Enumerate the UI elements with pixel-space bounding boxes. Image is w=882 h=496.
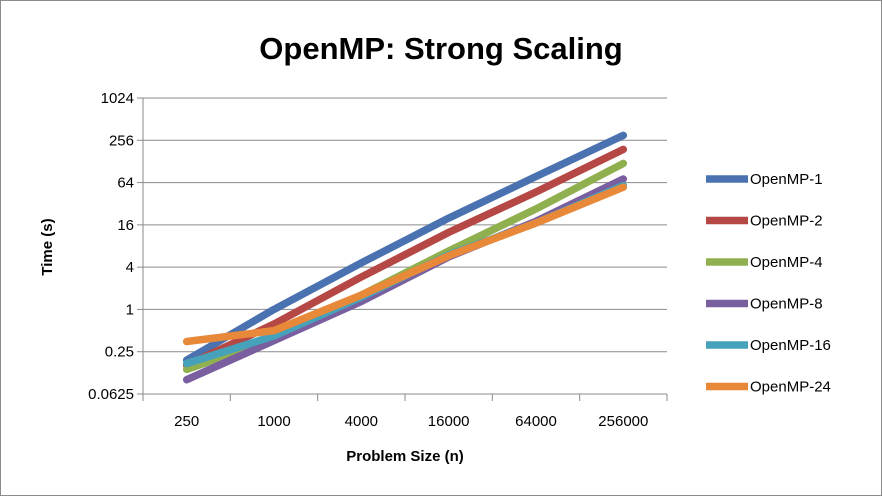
x-axis-title: Problem Size (n) — [346, 448, 464, 465]
legend-label: OpenMP-1 — [750, 171, 823, 188]
series-line-openmp-1 — [182, 131, 628, 364]
y-tick-label: 256 — [109, 132, 134, 149]
x-tick-label: 16000 — [428, 413, 470, 430]
y-tick-label: 1024 — [101, 90, 134, 107]
y-tick-label: 4 — [126, 259, 134, 276]
x-tick-labels: 250 1000 4000 16000 64000 256000 — [174, 413, 648, 430]
chart-title: OpenMP: Strong Scaling — [259, 31, 622, 66]
legend-label: OpenMP-2 — [750, 213, 823, 230]
y-tick-label: 0.0625 — [88, 386, 134, 403]
y-tick-label: 16 — [117, 217, 134, 234]
x-tick-label: 256000 — [598, 413, 648, 430]
legend-label: OpenMP-16 — [750, 337, 831, 354]
y-tick-labels: 0.0625 0.25 1 4 16 64 256 1024 — [88, 90, 134, 403]
y-tick-label: 1 — [126, 301, 134, 318]
series-line-openmp-24 — [182, 183, 628, 346]
x-tick-label: 64000 — [515, 413, 557, 430]
y-tick-label: 0.25 — [105, 344, 134, 361]
legend-label: OpenMP-8 — [750, 296, 823, 313]
y-axis-title: Time (s) — [39, 218, 56, 275]
x-tick-label: 4000 — [345, 413, 378, 430]
legend-label: OpenMP-4 — [750, 254, 823, 271]
y-tick-label: 64 — [117, 175, 134, 192]
legend: OpenMP-1 OpenMP-2 OpenMP-4 OpenMP-8 OpenMP-1… — [706, 171, 831, 396]
x-tick-label: 1000 — [257, 413, 290, 430]
x-tick-label: 250 — [174, 413, 199, 430]
axes — [137, 97, 668, 401]
series-line-openmp-4 — [182, 159, 628, 374]
legend-label: OpenMP-24 — [750, 379, 831, 396]
series-lines — [182, 131, 628, 384]
